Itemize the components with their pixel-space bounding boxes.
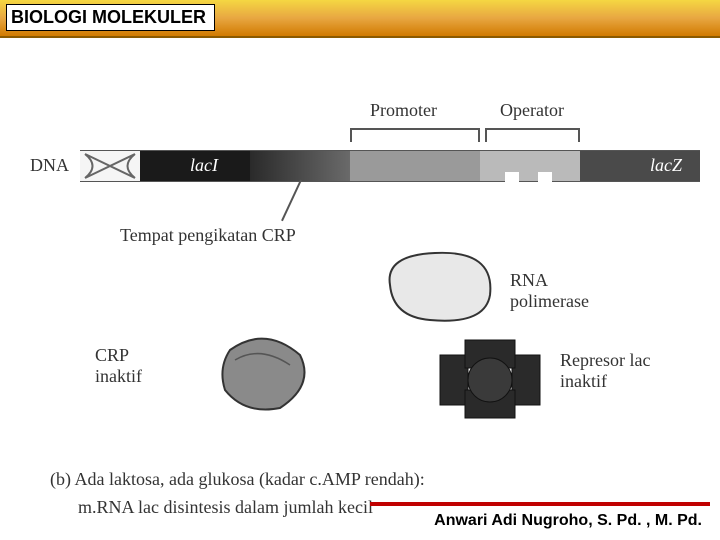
dna-strip [80, 150, 700, 180]
dna-label: DNA [30, 155, 69, 176]
crp-line2: inaktif [95, 366, 142, 386]
lac-repressor-icon [430, 335, 550, 430]
crp-binding-label: Tempat pengikatan CRP [120, 225, 296, 246]
dna-operator-segment [480, 150, 580, 182]
dna-promoter-segment [350, 150, 480, 182]
dna-crp-segment [250, 150, 350, 182]
caption-line1: (b) Ada laktosa, ada glukosa (kadar c.AM… [50, 469, 425, 489]
repressor-line2: inaktif [560, 371, 607, 391]
helix-icon [80, 151, 140, 181]
page-title: BIOLOGI MOLEKULER [6, 4, 215, 31]
rna-polymerase-label: RNA polimerase [510, 270, 589, 312]
diagram: DNA Promoter Operator lacI lacZ Tempat p… [0, 50, 720, 490]
footer-divider [370, 502, 710, 506]
caption: (b) Ada laktosa, ada glukosa (kadar c.AM… [50, 465, 425, 521]
crp-inactive-icon [210, 330, 320, 420]
promoter-label: Promoter [370, 100, 437, 121]
lacZ-label: lacZ [650, 155, 682, 176]
operator-bracket [485, 128, 580, 142]
author-label: Anwari Adi Nugroho, S. Pd. , M. Pd. [434, 512, 702, 530]
crp-connector-line [281, 180, 302, 222]
lac-repressor-label: Represor lac inaktif [560, 350, 650, 392]
caption-line2: m.RNA lac disintesis dalam jumlah kecil [78, 497, 373, 517]
dna-helix-segment [80, 150, 140, 182]
crp-inactive-label: CRP inaktif [95, 345, 142, 387]
repressor-line1: Represor lac [560, 350, 650, 370]
rna-pol-line1: RNA [510, 270, 548, 290]
crp-line1: CRP [95, 345, 129, 365]
operator-notch [538, 172, 552, 182]
operator-notch [505, 172, 519, 182]
operator-label: Operator [500, 100, 564, 121]
rna-polymerase-icon [375, 245, 505, 335]
lacI-label: lacI [190, 155, 218, 176]
promoter-bracket [350, 128, 480, 142]
rna-pol-line2: polimerase [510, 291, 589, 311]
